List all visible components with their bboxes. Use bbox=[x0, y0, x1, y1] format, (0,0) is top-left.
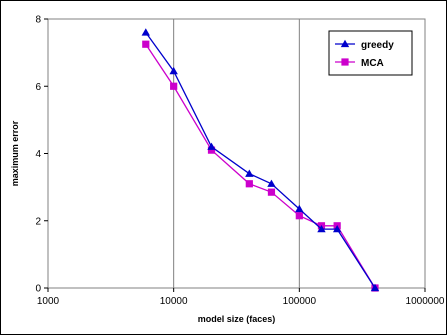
data-point-mca bbox=[267, 188, 276, 196]
series-group bbox=[141, 28, 380, 292]
y-tick-label: 8 bbox=[35, 15, 41, 26]
y-tick-label: 6 bbox=[35, 82, 41, 93]
grid bbox=[173, 19, 300, 288]
y-tick-label: 4 bbox=[35, 149, 41, 160]
y-tick-label: 0 bbox=[35, 284, 41, 295]
x-axis-ticks: 1000 10000 100000 1000000 bbox=[37, 288, 445, 307]
data-point-greedy bbox=[207, 142, 216, 150]
legend-marker-mca bbox=[341, 58, 349, 66]
x-tick-label: 1000000 bbox=[406, 296, 445, 307]
data-point-greedy bbox=[267, 179, 276, 187]
legend-label-greedy: greedy bbox=[361, 40, 394, 51]
y-axis-title: maximum error bbox=[10, 120, 20, 186]
data-point-greedy bbox=[295, 204, 304, 213]
data-point-mca bbox=[207, 146, 216, 154]
data-point-mca bbox=[245, 180, 253, 188]
legend: greedy MCA bbox=[328, 30, 413, 76]
legend-marker-greedy bbox=[340, 39, 350, 48]
data-point-greedy bbox=[141, 28, 150, 36]
y-tick-label: 2 bbox=[35, 216, 41, 227]
data-point-greedy bbox=[332, 224, 342, 233]
x-axis-title: model size (faces) bbox=[198, 314, 276, 324]
data-point-mca bbox=[142, 40, 150, 48]
legend-label-mca: MCA bbox=[361, 58, 384, 69]
data-point-greedy bbox=[317, 224, 326, 233]
x-tick-label: 1000 bbox=[37, 296, 60, 307]
y-axis-ticks: 0 2 4 6 8 bbox=[35, 15, 48, 295]
legend-box bbox=[328, 30, 413, 76]
x-tick-label: 10000 bbox=[160, 296, 188, 307]
data-point-greedy bbox=[245, 169, 254, 177]
data-point-greedy bbox=[370, 283, 380, 292]
data-point-mca bbox=[170, 82, 178, 90]
data-point-mca bbox=[295, 212, 303, 220]
x-tick-label: 100000 bbox=[283, 296, 317, 307]
data-point-greedy bbox=[169, 66, 178, 75]
